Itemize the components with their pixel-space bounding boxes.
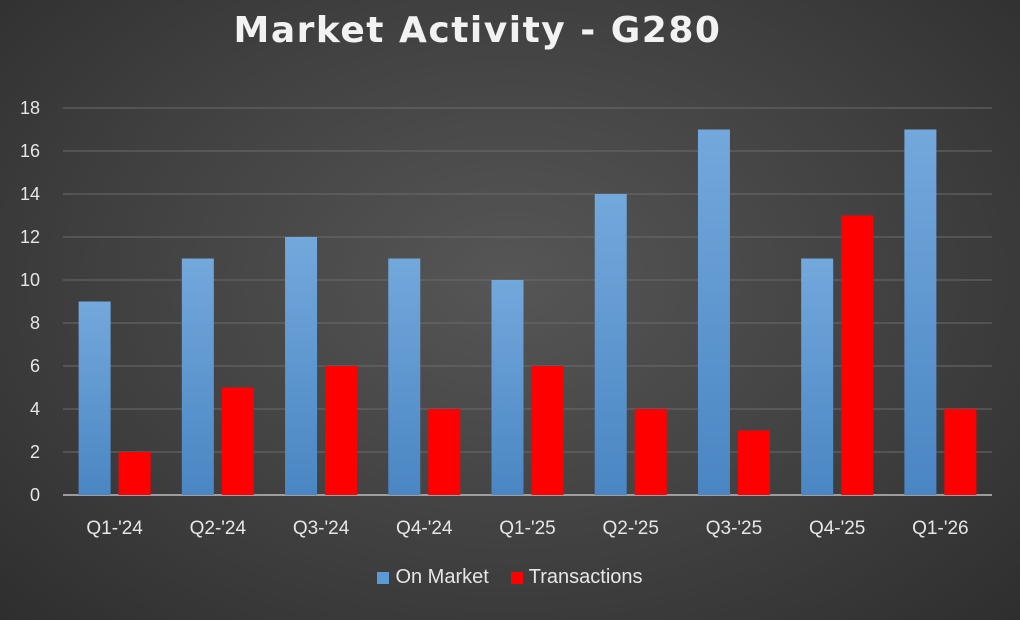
bar-on-market [285, 237, 318, 495]
y-tick-label: 6 [30, 356, 40, 376]
y-tick-label: 0 [30, 485, 40, 505]
bar-on-market [78, 301, 111, 495]
x-tick-label: Q4-'25 [809, 518, 865, 539]
bar-transactions [428, 409, 461, 495]
x-tick-label: Q3-'24 [293, 518, 350, 539]
bar-on-market [181, 258, 214, 495]
y-tick-label: 18 [20, 98, 40, 118]
bar-transactions [737, 430, 770, 495]
legend-swatch-on-market [377, 571, 390, 584]
chart-title: Market Activity - G280 [233, 10, 722, 51]
legend: On Market Transactions [0, 566, 1020, 589]
x-tick-label: Q1-'26 [912, 518, 968, 539]
y-tick-label: 12 [20, 227, 40, 247]
legend-label-on-market: On Market [395, 566, 489, 588]
bars [78, 129, 977, 495]
bar-transactions [634, 409, 667, 495]
gridlines [63, 107, 992, 496]
y-tick-label: 4 [30, 399, 40, 419]
x-tick-label: Q2-'25 [603, 518, 659, 539]
bar-on-market [594, 194, 627, 495]
x-tick-label: Q3-'25 [706, 518, 762, 539]
y-tick-label: 2 [30, 442, 40, 462]
bar-transactions [531, 366, 564, 495]
y-axis: 0 2 4 6 8 10 12 14 16 18 [20, 98, 40, 505]
legend-item-transactions: Transactions [510, 566, 643, 589]
bar-transactions [118, 452, 151, 495]
bar-transactions [841, 215, 874, 495]
bar-on-market [697, 129, 730, 495]
legend-label-transactions: Transactions [528, 566, 643, 588]
bar-transactions [325, 366, 358, 495]
bar-on-market [388, 258, 421, 495]
x-tick-label: Q2-'24 [190, 518, 247, 539]
y-tick-label: 8 [30, 313, 40, 333]
bar-on-market [491, 280, 524, 495]
x-tick-label: Q1-'24 [86, 518, 143, 539]
bar-on-market [801, 258, 834, 495]
legend-swatch-transactions [510, 571, 523, 584]
x-tick-label: Q1-'25 [499, 518, 555, 539]
y-tick-label: 16 [20, 141, 40, 161]
y-tick-label: 14 [20, 184, 40, 204]
bar-transactions [221, 387, 254, 495]
x-axis: Q1-'24 Q2-'24 Q3-'24 Q4-'24 Q1-'25 Q2-'25 Q3-'… [86, 518, 968, 539]
legend-item-on-market: On Market [377, 566, 489, 589]
y-tick-label: 10 [20, 270, 40, 290]
bar-transactions [944, 409, 977, 495]
x-tick-label: Q4-'24 [396, 518, 453, 539]
bar-on-market [904, 129, 937, 495]
